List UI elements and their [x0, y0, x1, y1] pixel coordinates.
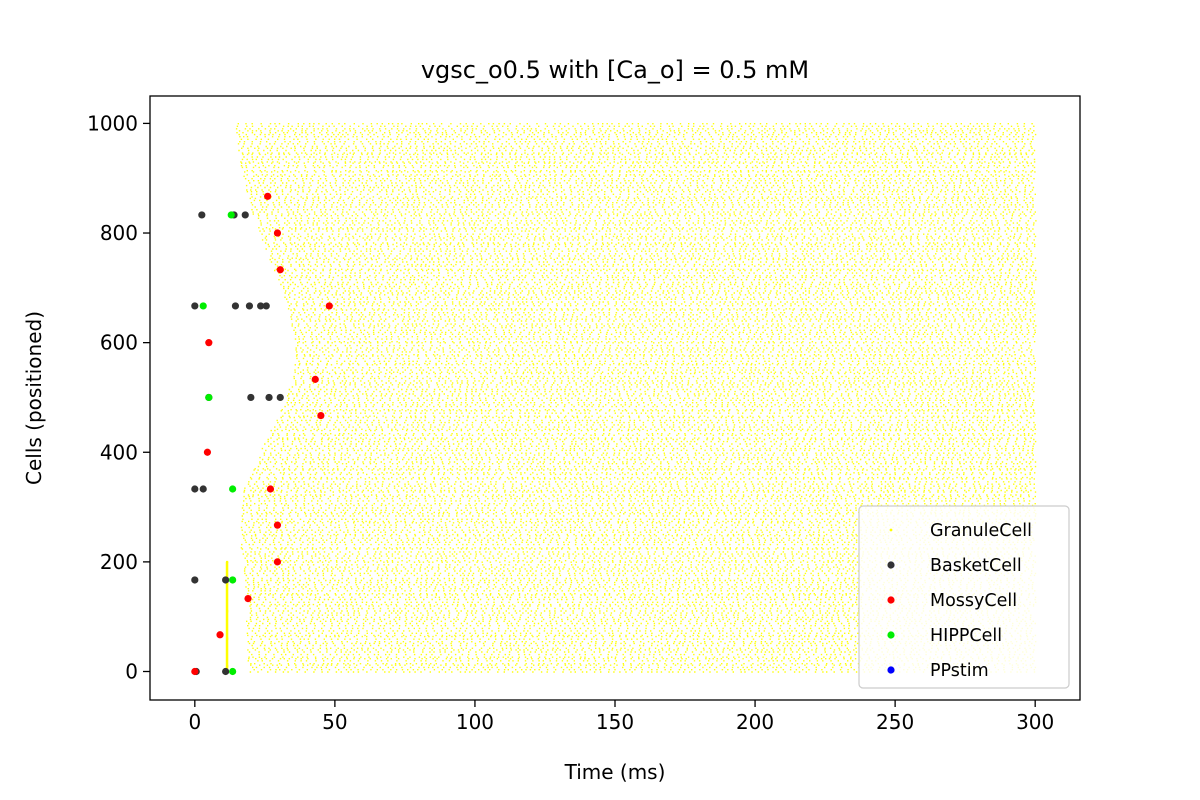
mossycell-point [273, 558, 282, 566]
legend-marker [887, 561, 895, 569]
chart-title: vgsc_o0.5 with [Ca_o] = 0.5 mM [421, 56, 809, 84]
y-axis-ticks: 0 200 400 600 800 1000 [87, 111, 150, 683]
mossycell-point [325, 302, 333, 310]
basketcell-point [198, 211, 206, 219]
hippcell-point [199, 302, 207, 310]
y-tick-label: 400 [100, 440, 138, 464]
y-tick-label: 0 [125, 659, 138, 683]
basketcell-point [257, 302, 265, 310]
x-tick-label: 100 [456, 710, 494, 734]
mossycell-point [216, 631, 224, 639]
basketcell-point [191, 576, 199, 584]
x-axis-ticks: 0 50 100 150 200 250 300 [188, 700, 1054, 734]
basketcell-point [222, 667, 230, 676]
basketcell-point [199, 485, 207, 493]
hippcell-point [205, 393, 213, 402]
y-axis-label: Cells (positioned) [22, 311, 46, 485]
basketcell-point [222, 576, 230, 584]
basketcell-point [231, 302, 240, 310]
legend-label: BasketCell [930, 556, 1022, 576]
mossycell-point [276, 266, 284, 274]
basketcell-point [191, 302, 199, 310]
legend-box [858, 505, 1070, 689]
x-tick-label: 150 [596, 710, 634, 734]
hippcell-point [229, 485, 237, 493]
mossycell-point [317, 411, 325, 420]
hippcell-point [229, 576, 237, 584]
mossycell-point [191, 667, 199, 676]
cell-spike-markers [191, 192, 333, 676]
basketcell-point [241, 211, 249, 219]
basketcell-point [191, 485, 199, 493]
y-tick-label: 600 [100, 331, 138, 355]
mossycell-point [264, 192, 272, 200]
mossycell-point [266, 485, 275, 493]
legend-label: MossyCell [930, 591, 1017, 611]
legend-marker [887, 631, 895, 639]
legend-marker [887, 596, 895, 604]
mossycell-point [273, 229, 282, 237]
x-tick-label: 0 [188, 710, 201, 734]
mossycell-point [244, 595, 252, 603]
legend-label: GranuleCell [930, 521, 1032, 541]
granule-cell-spikes [235, 123, 1037, 673]
legend: GranuleCell BasketCell MossyCell HIPPCell PP… [858, 505, 1070, 689]
basketcell-point [247, 393, 255, 402]
y-tick-label: 800 [100, 221, 138, 245]
basketcell-point [265, 393, 273, 402]
x-tick-label: 50 [322, 710, 347, 734]
hippcell-point [229, 667, 237, 676]
granule-spike-field [235, 123, 1037, 673]
basketcell-point [276, 393, 284, 402]
basketcell-point [262, 302, 270, 310]
mossycell-point [273, 521, 282, 529]
legend-marker [889, 528, 893, 532]
x-tick-label: 300 [1016, 710, 1054, 734]
hippcell-point [227, 211, 235, 219]
x-tick-label: 200 [736, 710, 774, 734]
x-tick-label: 250 [876, 710, 914, 734]
mossycell-point [205, 339, 213, 347]
legend-marker [887, 666, 895, 674]
mossycell-point [311, 375, 319, 383]
y-tick-label: 1000 [87, 111, 138, 135]
y-tick-label: 200 [100, 550, 138, 574]
legend-label: PPstim [930, 661, 989, 681]
basketcell-point [245, 302, 254, 310]
x-axis-label: Time (ms) [564, 760, 666, 784]
legend-label: HIPPCell [930, 626, 1002, 646]
mossycell-point [203, 448, 212, 456]
